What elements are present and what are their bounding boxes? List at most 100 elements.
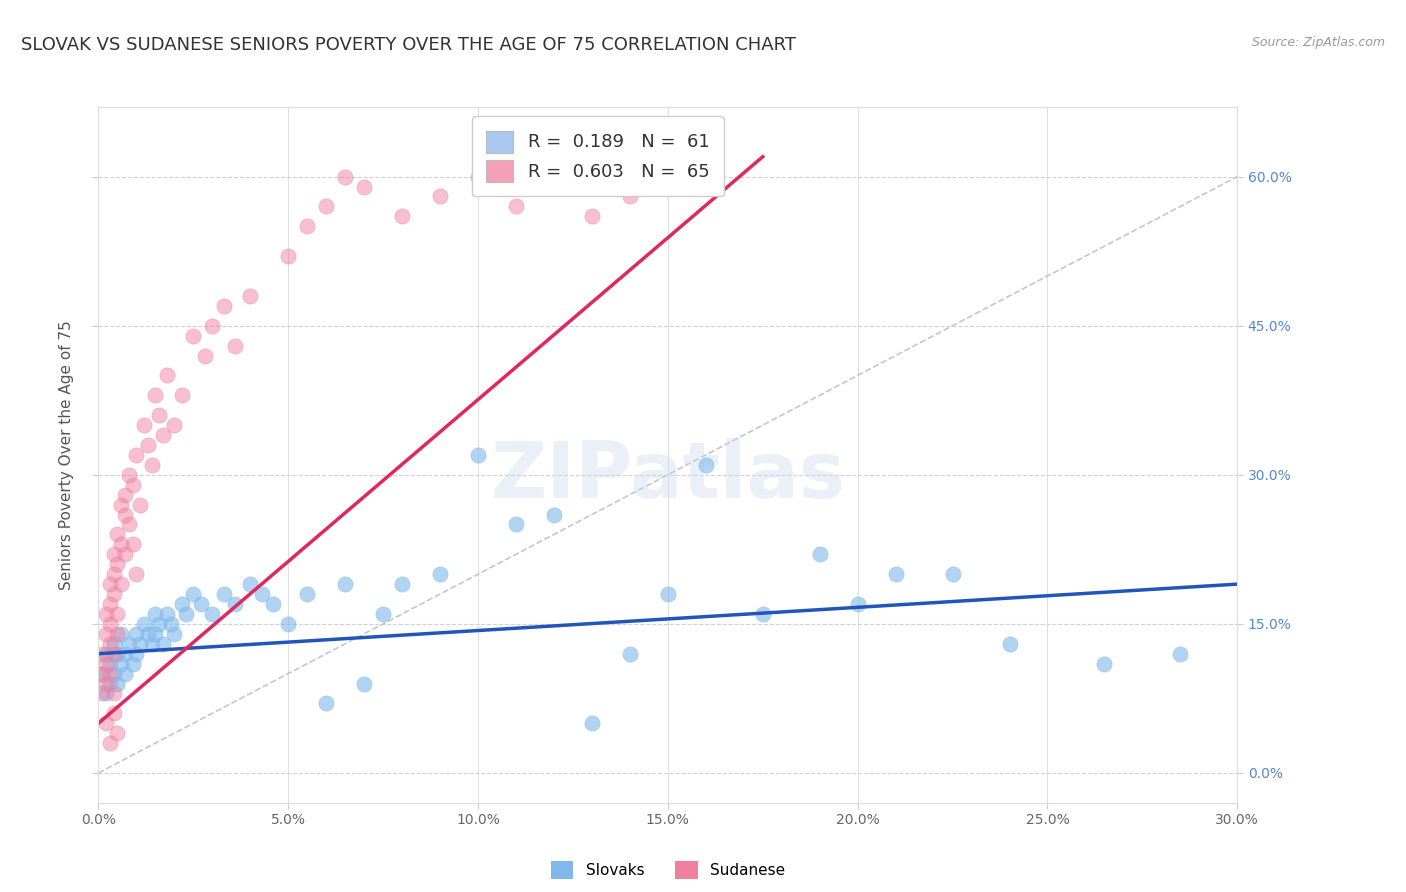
Point xyxy=(94,647,117,661)
Point xyxy=(152,637,174,651)
Point xyxy=(391,210,413,224)
Point xyxy=(998,637,1021,651)
Point xyxy=(136,627,159,641)
Point xyxy=(159,616,181,631)
Point xyxy=(619,189,641,203)
Point xyxy=(118,517,141,532)
Point xyxy=(1094,657,1116,671)
Point xyxy=(125,627,148,641)
Point xyxy=(141,458,163,472)
Point xyxy=(98,616,121,631)
Point xyxy=(114,647,136,661)
Point xyxy=(107,676,129,690)
Point xyxy=(391,577,413,591)
Point xyxy=(110,537,132,551)
Point xyxy=(657,587,679,601)
Point xyxy=(103,587,125,601)
Point xyxy=(107,527,129,541)
Point xyxy=(353,179,375,194)
Point xyxy=(808,547,831,561)
Y-axis label: Seniors Poverty Over the Age of 75: Seniors Poverty Over the Age of 75 xyxy=(59,320,75,590)
Point xyxy=(110,657,132,671)
Point xyxy=(103,567,125,582)
Point xyxy=(118,467,141,482)
Point xyxy=(125,448,148,462)
Point xyxy=(846,597,869,611)
Point xyxy=(98,666,121,681)
Point xyxy=(94,676,117,690)
Point xyxy=(505,199,527,213)
Point xyxy=(103,686,125,700)
Point xyxy=(224,338,246,352)
Point xyxy=(297,587,319,601)
Point xyxy=(110,627,132,641)
Point xyxy=(114,488,136,502)
Point xyxy=(250,587,273,601)
Point xyxy=(335,577,357,591)
Point xyxy=(190,597,212,611)
Point xyxy=(194,349,217,363)
Point xyxy=(103,706,125,721)
Point xyxy=(103,637,125,651)
Point xyxy=(277,249,299,263)
Point xyxy=(114,547,136,561)
Point xyxy=(174,607,197,621)
Point xyxy=(98,597,121,611)
Point xyxy=(136,438,159,452)
Point xyxy=(201,318,224,333)
Point xyxy=(91,647,114,661)
Point xyxy=(942,567,965,582)
Point xyxy=(315,199,337,213)
Point xyxy=(371,607,394,621)
Point xyxy=(212,587,235,601)
Text: ZIPatlas: ZIPatlas xyxy=(491,438,845,514)
Point xyxy=(145,607,167,621)
Point xyxy=(148,408,170,422)
Text: Source: ZipAtlas.com: Source: ZipAtlas.com xyxy=(1251,36,1385,49)
Point xyxy=(98,637,121,651)
Point xyxy=(110,498,132,512)
Point xyxy=(581,210,603,224)
Point xyxy=(103,666,125,681)
Point xyxy=(505,517,527,532)
Point xyxy=(315,697,337,711)
Point xyxy=(107,607,129,621)
Point xyxy=(752,607,775,621)
Point xyxy=(297,219,319,234)
Point xyxy=(152,428,174,442)
Point xyxy=(212,299,235,313)
Point xyxy=(145,388,167,402)
Point xyxy=(94,657,117,671)
Point xyxy=(98,577,121,591)
Point xyxy=(141,637,163,651)
Point xyxy=(132,418,155,433)
Point xyxy=(353,676,375,690)
Point xyxy=(183,328,205,343)
Point xyxy=(581,716,603,731)
Point xyxy=(121,537,143,551)
Point xyxy=(107,627,129,641)
Point xyxy=(94,686,117,700)
Point xyxy=(1170,647,1192,661)
Point xyxy=(467,448,489,462)
Point xyxy=(163,627,186,641)
Point xyxy=(262,597,284,611)
Point xyxy=(277,616,299,631)
Point xyxy=(121,657,143,671)
Point xyxy=(429,567,451,582)
Text: SLOVAK VS SUDANESE SENIORS POVERTY OVER THE AGE OF 75 CORRELATION CHART: SLOVAK VS SUDANESE SENIORS POVERTY OVER … xyxy=(21,36,796,54)
Point xyxy=(156,368,179,383)
Point xyxy=(201,607,224,621)
Point xyxy=(110,577,132,591)
Point xyxy=(118,637,141,651)
Point xyxy=(129,637,152,651)
Point xyxy=(103,647,125,661)
Point xyxy=(98,657,121,671)
Point xyxy=(121,477,143,491)
Point xyxy=(94,627,117,641)
Point xyxy=(170,597,193,611)
Point xyxy=(335,169,357,184)
Point xyxy=(132,616,155,631)
Point xyxy=(103,547,125,561)
Point xyxy=(170,388,193,402)
